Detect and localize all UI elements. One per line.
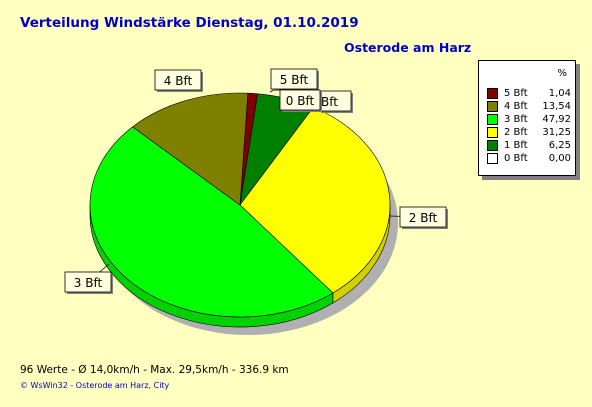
pie-label-5-bft: 5 Bft <box>269 68 319 93</box>
legend-label: 1 Bft <box>504 139 528 151</box>
legend-value: 1,04 <box>548 87 571 99</box>
legend-item: 4 Bft 13,54 <box>487 100 571 112</box>
pie-slice-2-bft <box>239 106 391 294</box>
station-location: Osterode am Harz <box>344 40 472 55</box>
pie-label-box-0-bft <box>279 89 321 111</box>
legend-item: 3 Bft 47,92 <box>487 113 571 125</box>
legend-swatch <box>487 152 498 164</box>
pie-label-text-1-bft: Bft <box>321 95 338 109</box>
legend-value: 6,25 <box>548 139 571 151</box>
pie-label-text-3-bft: 3 Bft <box>74 276 103 290</box>
pie-slice-4-bft <box>132 92 249 206</box>
legend-value: 13,54 <box>542 100 571 112</box>
pie-label-3-bft: 3 Bft <box>64 263 113 294</box>
footer-copyright: © WsWin32 - Osterode am Harz, City <box>20 381 170 390</box>
legend-value: 31,25 <box>542 126 571 138</box>
legend-item: 5 Bft 1,04 <box>487 87 571 99</box>
pie-label-box-4-bft <box>154 69 202 91</box>
pie-label-box-5-bft <box>270 68 318 90</box>
legend-label: 4 Bft <box>504 100 528 112</box>
pie-slice-3-bft <box>89 126 334 318</box>
legend-percent-header: % <box>557 68 567 79</box>
chart-title: Verteilung Windstärke Dienstag, 01.10.20… <box>20 15 359 31</box>
pie-label-text-5-bft: 5 Bft <box>280 73 309 87</box>
pie-label-0-bft: 0 Bft <box>279 89 322 112</box>
legend-label: 0 Bft <box>504 152 528 164</box>
chart-legend: % 5 Bft 1,04 4 Bft 13,54 3 Bft 47,92 2 Bft 31,2… <box>478 60 576 176</box>
pie-label-box-3-bft <box>64 271 112 293</box>
pie-label-text-0-bft: 0 Bft <box>286 94 315 108</box>
legend-value: 47,92 <box>542 113 571 125</box>
legend-value: 0,00 <box>548 152 571 164</box>
legend-item: 2 Bft 31,25 <box>487 126 571 138</box>
legend-item: 0 Bft 0,00 <box>487 152 571 164</box>
pie-label-text-4-bft: 4 Bft <box>164 74 193 88</box>
pie-label-1-bft: Bft <box>299 90 353 113</box>
pie-label-4-bft: 4 Bft <box>154 69 203 93</box>
legend-label: 3 Bft <box>504 113 528 125</box>
pie-label-box-2-bft <box>399 206 447 228</box>
legend-swatch <box>487 113 498 125</box>
legend-swatch <box>487 87 498 99</box>
legend-swatch <box>487 139 498 151</box>
legend-swatch <box>487 126 498 138</box>
legend-label: 5 Bft <box>504 87 528 99</box>
pie-label-2-bft: 2 Bft <box>389 206 448 229</box>
pie-label-text-2-bft: 2 Bft <box>409 211 438 225</box>
footer-stats: 96 Werte - Ø 14,0km/h - Max. 29,5km/h - … <box>20 364 289 376</box>
legend-swatch <box>487 100 498 112</box>
legend-item: 1 Bft 6,25 <box>487 139 571 151</box>
legend-label: 2 Bft <box>504 126 528 138</box>
